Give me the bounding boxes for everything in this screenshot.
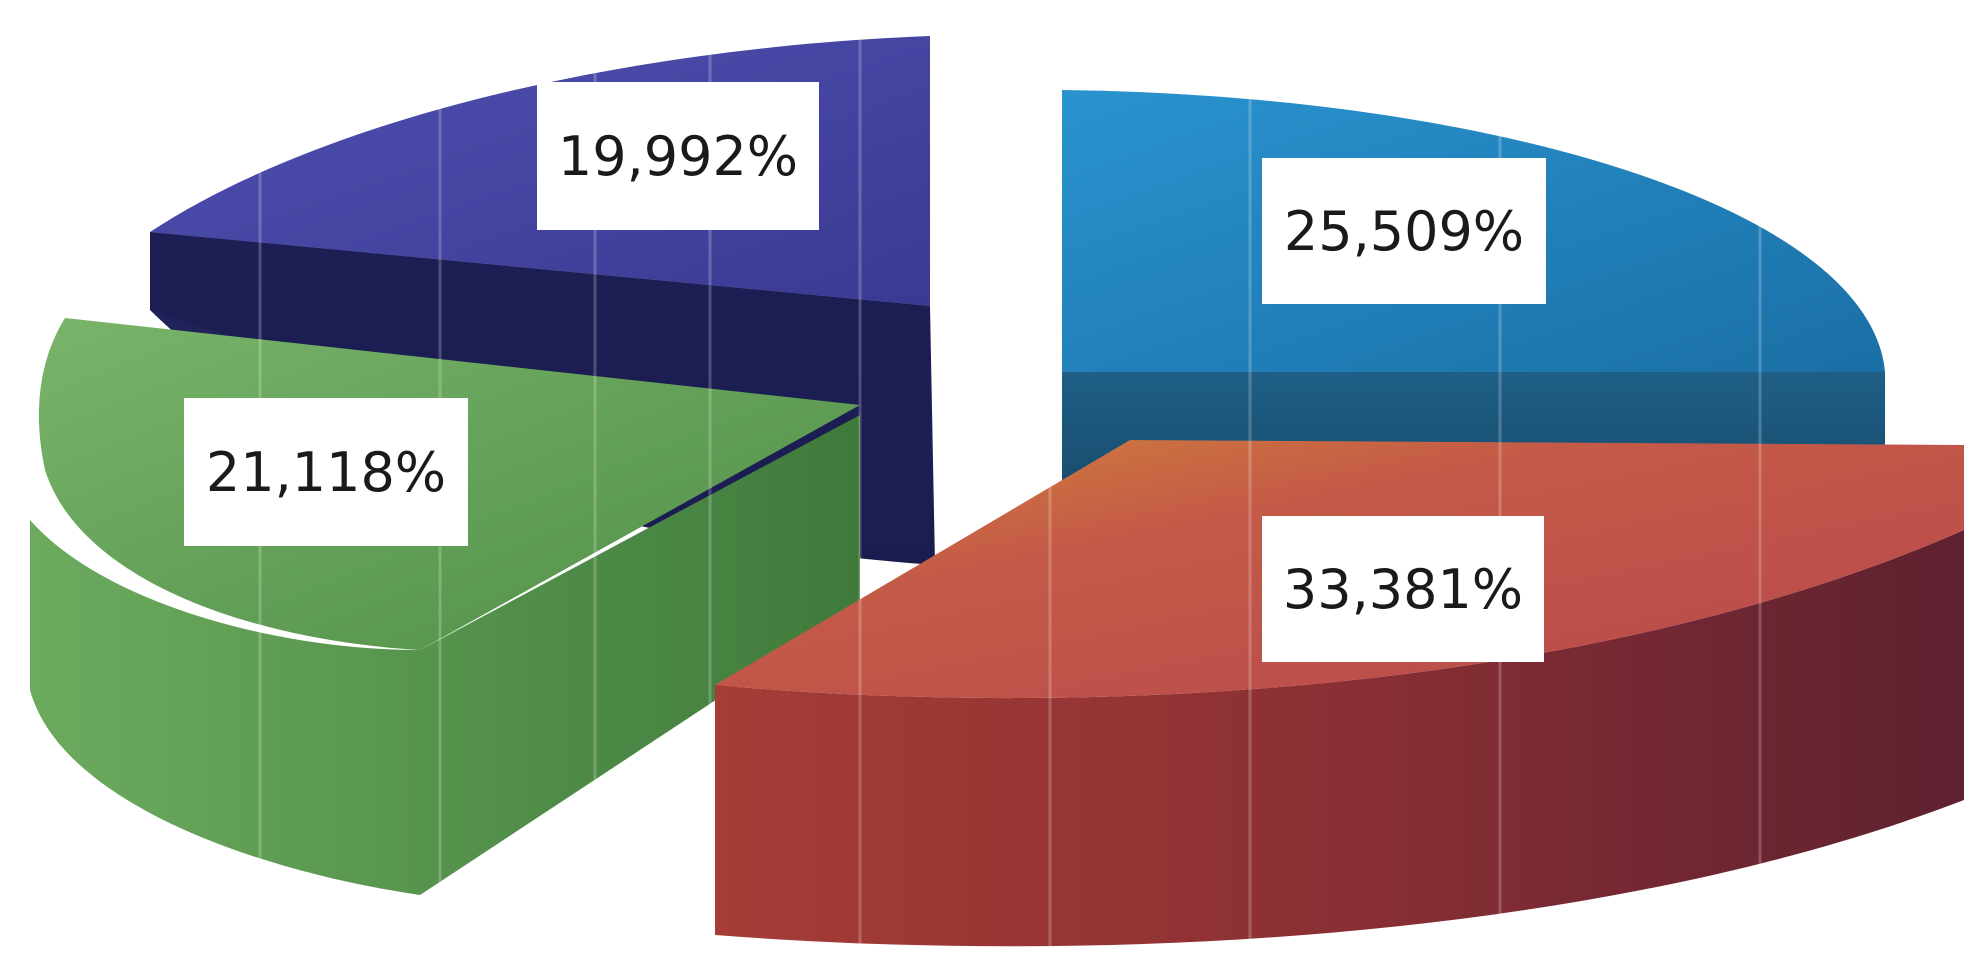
data-label-1: 25,509% [1262, 158, 1546, 304]
data-label-0: 19,992% [537, 82, 819, 230]
data-label-3: 21,118% [184, 398, 468, 546]
data-label-text-3: 21,118% [206, 441, 446, 504]
data-label-text-0: 19,992% [558, 125, 798, 188]
data-label-text-1: 25,509% [1284, 200, 1524, 263]
data-label-2: 33,381% [1262, 516, 1544, 662]
data-label-text-2: 33,381% [1283, 558, 1523, 621]
